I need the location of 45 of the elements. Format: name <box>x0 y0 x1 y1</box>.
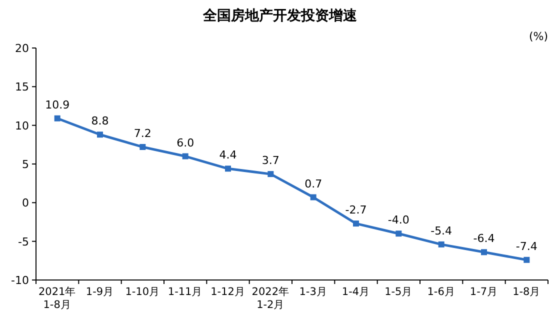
point <box>140 144 146 150</box>
point <box>225 166 231 172</box>
data-label: -2.7 <box>345 204 367 217</box>
point <box>268 171 274 178</box>
x-tick-label: 1-4月 <box>342 286 370 298</box>
data-label: 4.4 <box>219 148 237 162</box>
y-tick-label: 5 <box>22 158 29 171</box>
data-label: 8.8 <box>91 114 109 128</box>
y-tick-label: 15 <box>15 80 29 94</box>
y-tick-label: 0 <box>22 196 29 210</box>
data-label: 3.7 <box>262 154 280 168</box>
y-tick-label: 10 <box>15 119 29 132</box>
chart-title: 全国房地产开发投资增速 <box>202 7 358 24</box>
data-label: 10.9 <box>45 98 70 112</box>
y-tick-label: 20 <box>15 42 29 55</box>
y-axis-title: (%) <box>528 30 548 43</box>
data-label: 0.7 <box>304 177 322 190</box>
x-tick-label: 1-12月 <box>210 286 246 298</box>
point <box>182 153 188 160</box>
x-tick-label: 1-6月 <box>427 286 456 298</box>
x-tick-label: 1-11月 <box>168 286 203 298</box>
x-tick-label: 1-9月 <box>86 286 114 298</box>
point <box>481 249 487 256</box>
y-tick-label: -10 <box>11 274 29 287</box>
point <box>353 220 359 227</box>
data-label: 6.0 <box>176 136 194 150</box>
point <box>524 256 530 263</box>
x-tick-label: 1-8月 <box>512 286 541 298</box>
point <box>438 241 444 248</box>
data-label: -4.0 <box>388 214 410 227</box>
data-label: -5.4 <box>430 224 452 238</box>
x-tick-label: 1-5月 <box>384 286 413 298</box>
x-tick-label: 2021年 1-8月 <box>38 286 76 311</box>
data-label: 7.2 <box>134 126 152 140</box>
x-tick-label: 1-7月 <box>470 286 498 298</box>
point <box>396 230 402 237</box>
data-label: -6.4 <box>473 232 495 246</box>
point <box>97 132 103 138</box>
y-tick-label: -5 <box>18 235 29 248</box>
point <box>310 194 316 200</box>
point <box>54 115 60 122</box>
x-tick-label: 1-3月 <box>299 286 328 298</box>
x-tick-label: 2022年 1-2月 <box>252 286 290 311</box>
x-tick-label: 1-10月 <box>125 286 160 298</box>
data-label: -7.4 <box>516 240 538 253</box>
